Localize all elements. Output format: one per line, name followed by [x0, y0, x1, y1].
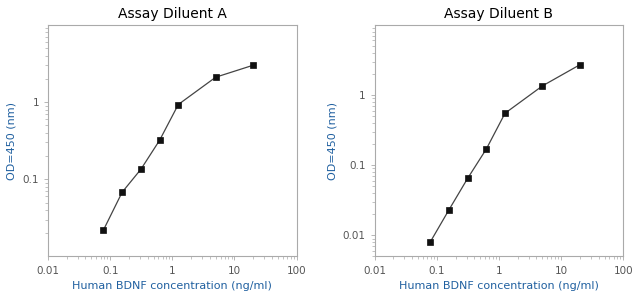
Title: Assay Diluent B: Assay Diluent B — [445, 7, 554, 21]
X-axis label: Human BDNF concentration (ng/ml): Human BDNF concentration (ng/ml) — [72, 281, 272, 291]
Y-axis label: OD=450 (nm): OD=450 (nm) — [327, 102, 337, 180]
X-axis label: Human BDNF concentration (ng/ml): Human BDNF concentration (ng/ml) — [399, 281, 599, 291]
Title: Assay Diluent A: Assay Diluent A — [118, 7, 227, 21]
Y-axis label: OD=450 (nm): OD=450 (nm) — [7, 102, 17, 180]
